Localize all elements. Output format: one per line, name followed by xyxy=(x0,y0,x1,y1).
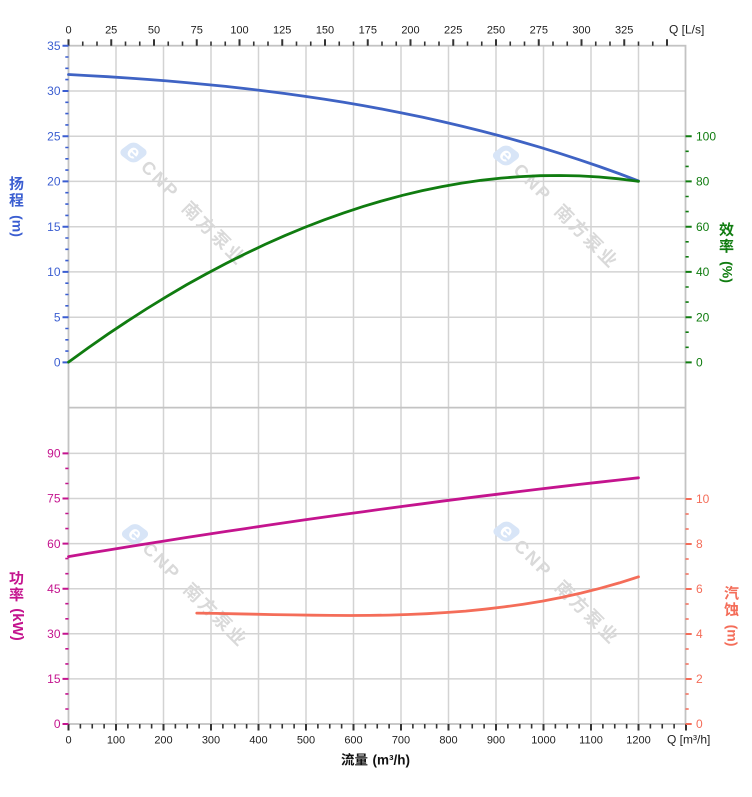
svg-text:0: 0 xyxy=(65,735,71,747)
svg-text:30: 30 xyxy=(47,84,61,98)
svg-text:100: 100 xyxy=(107,735,125,747)
svg-text:(m³/h): (m³/h) xyxy=(373,753,411,768)
svg-text:Q [m³/h]: Q [m³/h] xyxy=(667,733,710,747)
svg-text:400: 400 xyxy=(249,735,267,747)
svg-text:100: 100 xyxy=(696,129,716,143)
svg-text:(m): (m) xyxy=(725,625,741,647)
svg-text:(kW): (kW) xyxy=(9,608,26,641)
svg-text:80: 80 xyxy=(696,175,710,189)
svg-text:6: 6 xyxy=(696,582,703,596)
svg-text:15: 15 xyxy=(47,220,61,234)
svg-text:60: 60 xyxy=(696,220,710,234)
svg-text:50: 50 xyxy=(148,25,160,37)
svg-text:2: 2 xyxy=(696,672,703,686)
svg-text:20: 20 xyxy=(696,310,710,324)
svg-text:100: 100 xyxy=(230,25,248,37)
svg-text:15: 15 xyxy=(47,672,61,686)
svg-text:20: 20 xyxy=(47,175,61,189)
svg-text:300: 300 xyxy=(202,735,220,747)
svg-text:700: 700 xyxy=(392,735,410,747)
svg-text:0: 0 xyxy=(54,717,61,731)
svg-text:75: 75 xyxy=(191,25,203,37)
svg-text:500: 500 xyxy=(297,735,315,747)
svg-text:(m): (m) xyxy=(10,215,26,237)
svg-text:25: 25 xyxy=(47,129,61,143)
svg-text:175: 175 xyxy=(359,25,377,37)
svg-text:8: 8 xyxy=(696,537,703,551)
svg-text:600: 600 xyxy=(344,735,362,747)
svg-text:90: 90 xyxy=(47,447,61,461)
svg-text:(%): (%) xyxy=(720,261,736,283)
svg-text:200: 200 xyxy=(401,25,419,37)
svg-text:0: 0 xyxy=(696,717,703,731)
svg-text:250: 250 xyxy=(487,25,505,37)
svg-text:10: 10 xyxy=(47,265,61,279)
svg-text:1200: 1200 xyxy=(626,735,650,747)
svg-text:60: 60 xyxy=(47,537,61,551)
svg-text:4: 4 xyxy=(696,627,703,641)
svg-text:0: 0 xyxy=(696,356,703,370)
svg-text:800: 800 xyxy=(439,735,457,747)
svg-text:10: 10 xyxy=(696,492,710,506)
svg-text:75: 75 xyxy=(47,492,61,506)
svg-text:35: 35 xyxy=(47,39,61,53)
svg-text:Q [L/s]: Q [L/s] xyxy=(669,23,704,37)
svg-text:300: 300 xyxy=(572,25,590,37)
svg-text:5: 5 xyxy=(54,310,61,324)
svg-text:45: 45 xyxy=(47,582,61,596)
svg-text:150: 150 xyxy=(316,25,334,37)
svg-text:1100: 1100 xyxy=(579,735,603,747)
svg-text:0: 0 xyxy=(65,25,71,37)
svg-text:30: 30 xyxy=(47,627,61,641)
svg-text:225: 225 xyxy=(444,25,462,37)
svg-text:25: 25 xyxy=(105,25,117,37)
svg-text:0: 0 xyxy=(54,356,61,370)
svg-text:275: 275 xyxy=(530,25,548,37)
svg-text:325: 325 xyxy=(615,25,633,37)
svg-text:200: 200 xyxy=(154,735,172,747)
svg-text:40: 40 xyxy=(696,265,710,279)
svg-text:900: 900 xyxy=(487,735,505,747)
svg-text:1000: 1000 xyxy=(531,735,555,747)
svg-text:125: 125 xyxy=(273,25,291,37)
